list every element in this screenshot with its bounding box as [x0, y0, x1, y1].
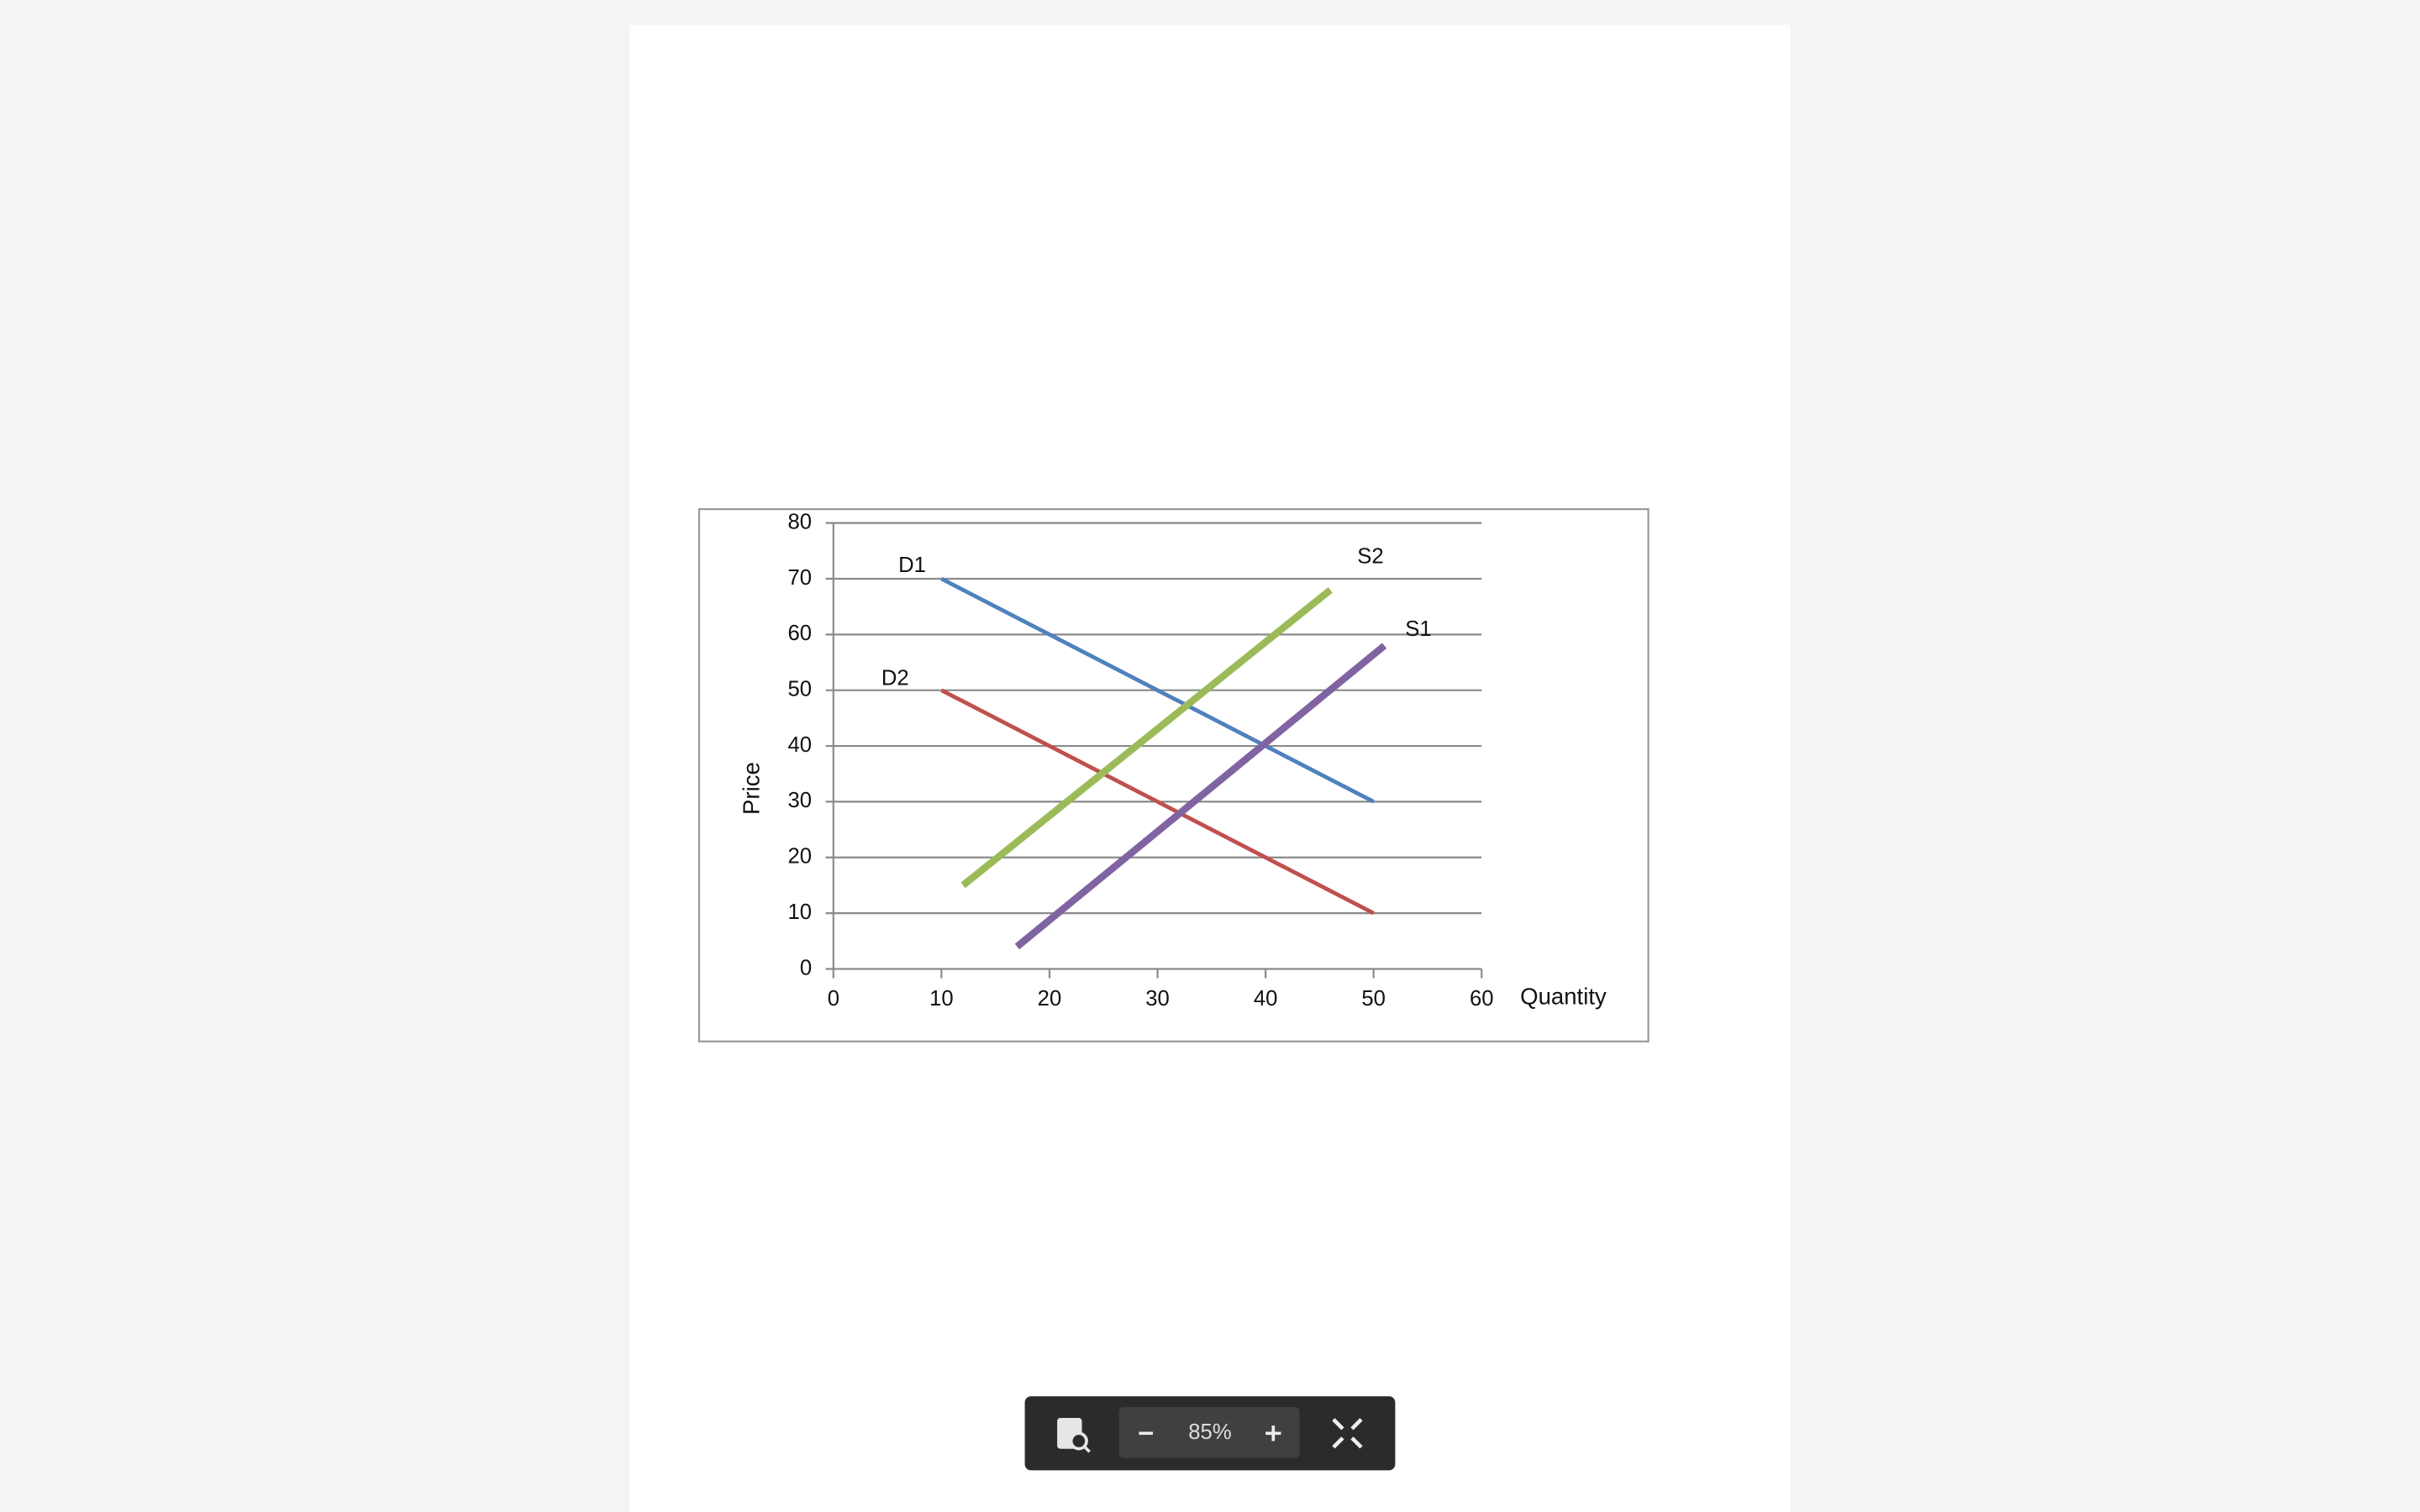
lens-handle: [1082, 1444, 1092, 1453]
arrow: [1350, 1436, 1363, 1449]
arrow: [1332, 1436, 1344, 1449]
series-label: D1: [898, 554, 926, 577]
lens-icon: [1069, 1431, 1088, 1451]
series-line: [940, 688, 1375, 916]
series-label: D2: [881, 667, 909, 690]
fit-button[interactable]: [1332, 1418, 1363, 1449]
chart-frame: [697, 508, 1649, 1042]
y-tick-label: 80: [788, 510, 813, 533]
toolbar: 85%: [1024, 1396, 1396, 1471]
x-tick-label: 40: [1254, 987, 1278, 1011]
x-axis-label: Quantity: [1520, 984, 1607, 1010]
x-tick-label: 60: [1470, 987, 1494, 1011]
x-tick-label: 30: [1145, 987, 1170, 1011]
plot: 0 10 20 30 40 50 60 70 80 0 10 20 30 40 50 60 Quantity Pr…: [739, 510, 1607, 1011]
y-tick-label: 0: [800, 956, 812, 979]
series-label: S2: [1357, 545, 1383, 569]
arrow: [1350, 1418, 1363, 1431]
search-button[interactable]: [1057, 1417, 1092, 1453]
y-tick-label: 40: [788, 733, 813, 757]
series-line: [960, 586, 1333, 889]
zoom-group: [1118, 1407, 1300, 1458]
x-tick-label: 20: [1038, 987, 1062, 1011]
y-tick-label: 30: [788, 789, 813, 812]
series-line: [1014, 643, 1387, 950]
y-tick-label: 60: [788, 622, 813, 645]
series-line: [940, 576, 1375, 804]
y-tick-label: 50: [788, 678, 813, 701]
series-label: S1: [1405, 617, 1431, 641]
x-tick-label: 10: [929, 987, 954, 1011]
zoom-in-button[interactable]: [1265, 1425, 1281, 1441]
y-tick-label: 20: [788, 845, 813, 869]
y-tick-label: 10: [788, 900, 813, 924]
x-tick-label: 0: [828, 987, 839, 1011]
y-tick-label: 70: [788, 566, 813, 590]
zoom-level: 85%: [1188, 1420, 1231, 1444]
y-axis-label: Price: [739, 762, 765, 815]
x-tick-label: 50: [1361, 987, 1386, 1011]
arrow: [1332, 1418, 1344, 1431]
